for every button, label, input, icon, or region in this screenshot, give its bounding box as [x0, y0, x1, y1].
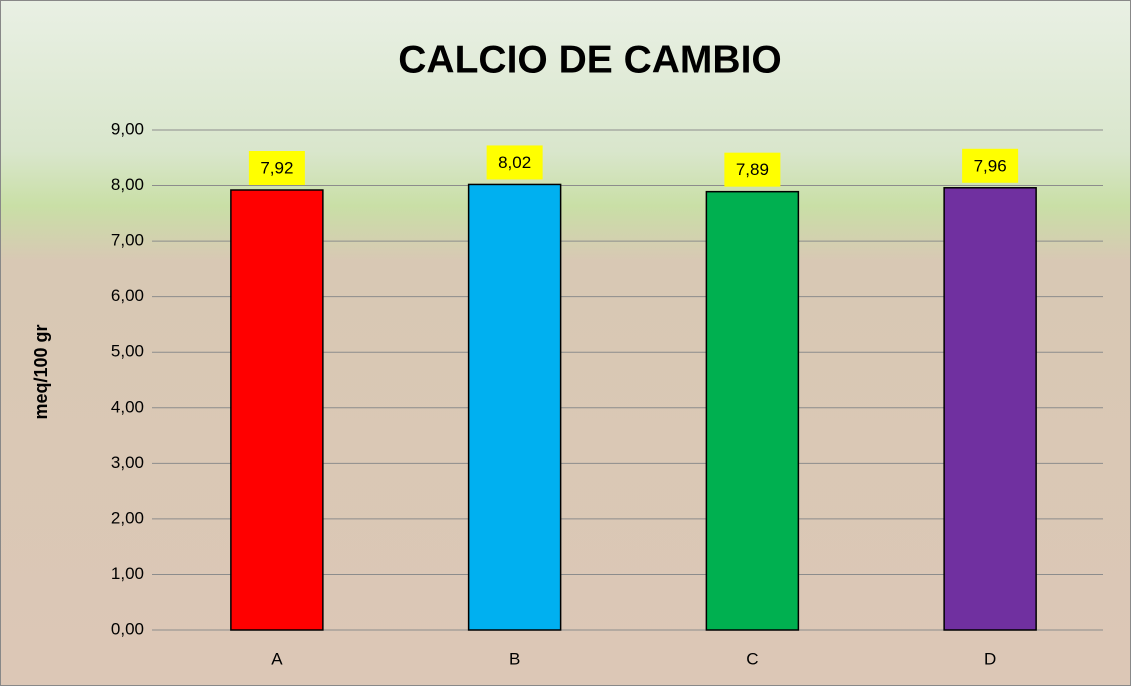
x-tick-label: A [271, 649, 283, 668]
chart-title: CALCIO DE CAMBIO [398, 38, 782, 81]
y-tick-label: 3,00 [111, 453, 144, 472]
y-tick-label: 5,00 [111, 342, 144, 361]
y-tick-label: 8,00 [111, 175, 144, 194]
value-label: 7,92 [260, 158, 293, 177]
bar [469, 184, 561, 630]
x-tick-label: C [746, 649, 758, 668]
y-tick-label: 0,00 [111, 619, 144, 638]
x-tick-label: D [984, 649, 996, 668]
x-tick-label: B [509, 649, 520, 668]
y-tick-label: 6,00 [111, 286, 144, 305]
y-tick-label: 2,00 [111, 508, 144, 527]
y-tick-label: 1,00 [111, 564, 144, 583]
value-label: 8,02 [498, 153, 531, 172]
y-tick-label: 7,00 [111, 231, 144, 250]
bar [944, 188, 1036, 630]
value-label: 7,89 [736, 160, 769, 179]
bar [231, 190, 323, 630]
y-tick-label: 4,00 [111, 397, 144, 416]
y-axis-label: meq/100 gr [31, 324, 51, 419]
bar [706, 192, 798, 630]
y-tick-label: 9,00 [111, 119, 144, 138]
value-label: 7,96 [974, 156, 1007, 175]
chart: CALCIO DE CAMBIO meq/100 gr 0,00 1,00 2,00… [0, 0, 1131, 686]
